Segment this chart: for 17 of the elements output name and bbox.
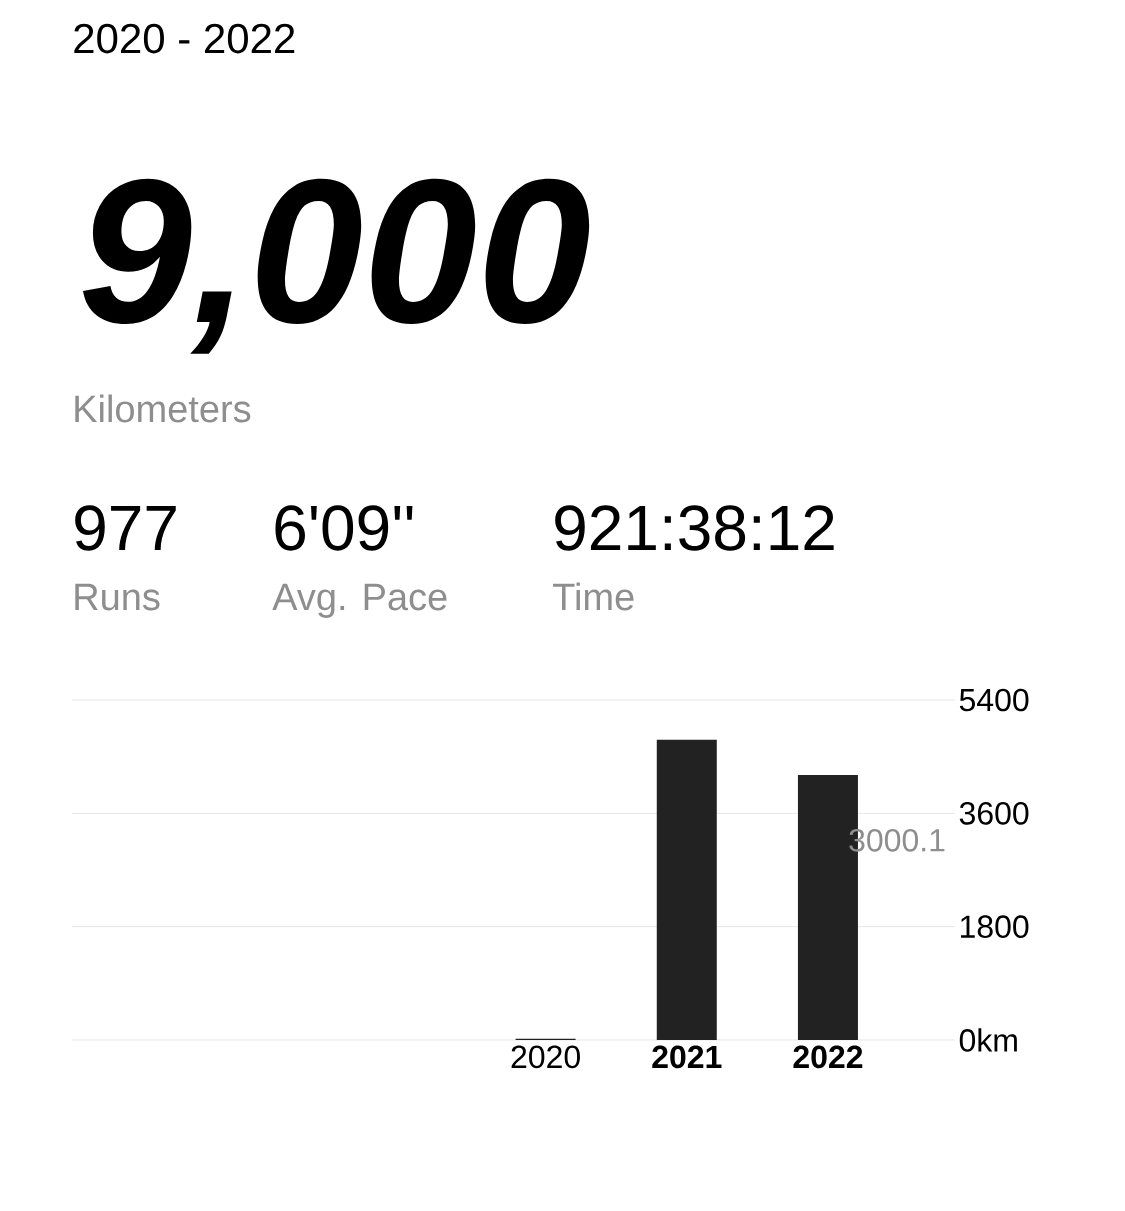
y-tick-label: 1800 [960, 915, 1029, 939]
x-tick-label: 2022 [793, 1045, 863, 1069]
x-tick-label: 2021 [652, 1045, 722, 1069]
text: Avg. Pace [272, 583, 447, 618]
y-tick-label: 5400 [959, 688, 1029, 712]
text: Time [553, 582, 634, 611]
y-tick-label: 3600 [959, 802, 1029, 825]
text: 9,000 [83, 178, 590, 354]
y-tick-label: 0km [959, 1028, 1017, 1052]
text: 2020 - 2022 [74, 23, 295, 54]
bar [656, 739, 717, 1041]
text: 6'09'' [275, 505, 413, 551]
text: 977 [75, 505, 176, 551]
x-tick-label: 2020 [511, 1045, 580, 1069]
text: Runs [75, 583, 160, 611]
text: Kilometers [75, 394, 251, 423]
text: 921:38:12 [555, 505, 834, 551]
